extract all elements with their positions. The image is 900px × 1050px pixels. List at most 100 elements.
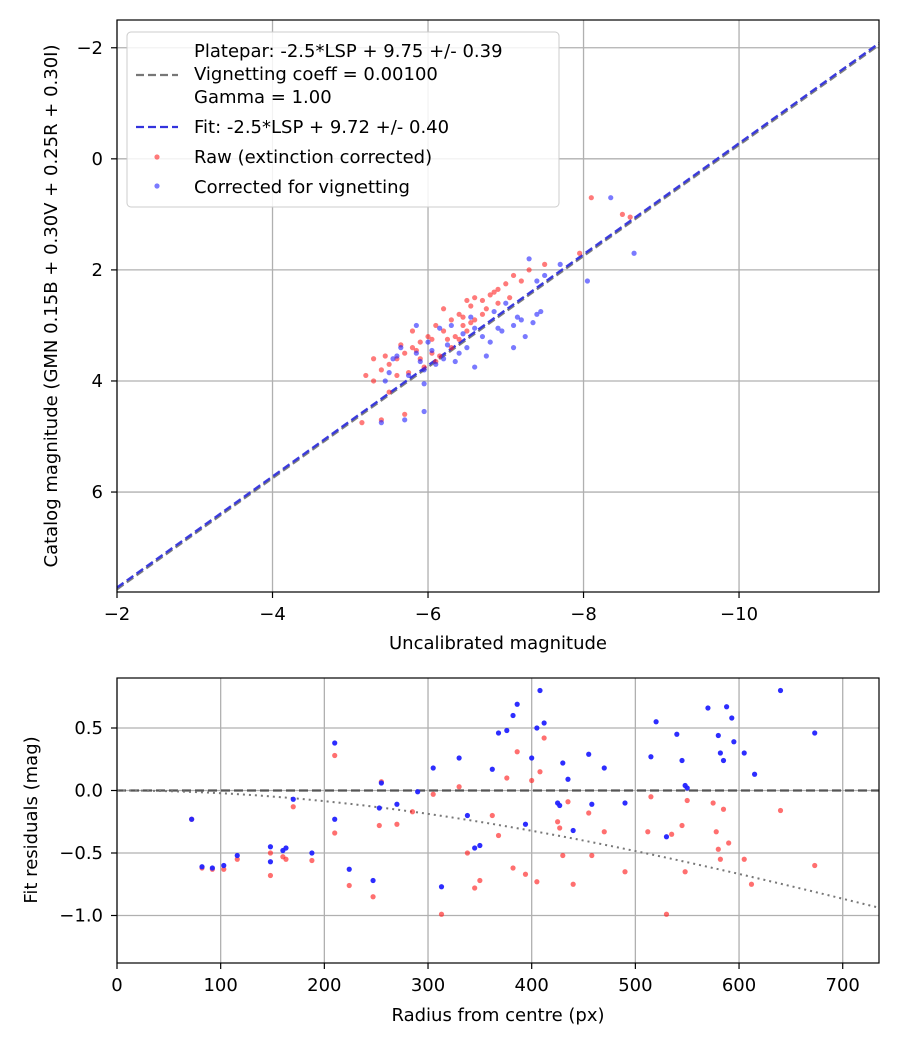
raw-point bbox=[588, 195, 594, 201]
raw-point bbox=[444, 336, 451, 342]
raw-point bbox=[409, 345, 416, 351]
raw-residual-point bbox=[283, 856, 289, 862]
corrected-point bbox=[382, 378, 388, 384]
raw-residual-point bbox=[560, 852, 566, 859]
corrected-point bbox=[394, 353, 400, 359]
corrected-residual-point bbox=[472, 845, 478, 851]
corrected-point bbox=[398, 345, 404, 351]
raw-residual-point bbox=[715, 846, 721, 852]
top-y-axis-label: Catalog magnitude (GMN 0.15B + 0.30V + 0… bbox=[41, 44, 62, 567]
corrected-point bbox=[448, 322, 454, 329]
corrected-point bbox=[510, 345, 517, 351]
raw-point bbox=[440, 328, 447, 334]
raw-point bbox=[460, 314, 466, 320]
raw-point bbox=[433, 322, 439, 329]
corrected-residual-point bbox=[209, 865, 215, 871]
corrected-residual-point bbox=[751, 771, 758, 777]
raw-residual-point bbox=[555, 819, 561, 825]
raw-point bbox=[577, 250, 583, 256]
bottom-plot-frame bbox=[116, 677, 880, 964]
corrected-residual-point bbox=[724, 704, 730, 710]
raw-residual-point bbox=[522, 871, 529, 877]
bottom-x-axis-ticks: 0 100 200 300 400 500 600 700 bbox=[111, 963, 860, 996]
corrected-residual-point bbox=[720, 757, 727, 764]
corrected-point bbox=[483, 353, 489, 359]
corrected-point bbox=[472, 364, 478, 370]
raw-point bbox=[440, 306, 447, 312]
corrected-point bbox=[456, 350, 462, 356]
corrected-point bbox=[425, 339, 431, 345]
raw-residual-point bbox=[504, 775, 510, 781]
corrected-residual-point bbox=[514, 701, 520, 707]
top-x-tick-label: −4 bbox=[259, 604, 286, 625]
raw-point bbox=[503, 281, 509, 287]
corrected-point bbox=[421, 408, 427, 415]
bottom-x-tick-label: 600 bbox=[722, 975, 756, 996]
legend-marker-corrected bbox=[154, 183, 160, 189]
raw-point bbox=[507, 295, 513, 301]
bottom-x-tick-label: 200 bbox=[307, 975, 341, 996]
corrected-residual-point bbox=[495, 730, 502, 736]
top-x-axis-label: Uncalibrated magnitude bbox=[389, 633, 607, 654]
raw-point bbox=[402, 350, 408, 356]
raw-point bbox=[495, 300, 501, 306]
legend-label-raw: Raw (extinction corrected) bbox=[194, 147, 432, 168]
raw-point bbox=[448, 345, 454, 351]
corrected-point bbox=[538, 308, 544, 315]
bottom-x-tick-label: 400 bbox=[515, 975, 549, 996]
raw-residual-point bbox=[472, 885, 478, 891]
raw-point bbox=[464, 297, 470, 304]
corrected-residual-point bbox=[537, 687, 543, 694]
raw-residual-point bbox=[663, 911, 670, 917]
top-line-fit bbox=[116, 42, 880, 589]
bottom-y-tick-label: 0.5 bbox=[74, 718, 103, 739]
top-y-tick-label: 6 bbox=[92, 482, 103, 503]
bottom-y-axis-label: Fit residuals (mag) bbox=[21, 736, 42, 903]
corrected-residual-point bbox=[570, 827, 576, 834]
corrected-residual-point bbox=[729, 715, 735, 721]
corrected-residual-point bbox=[674, 731, 680, 737]
raw-point bbox=[378, 367, 384, 373]
raw-point bbox=[472, 317, 478, 323]
corrected-residual-point bbox=[741, 750, 747, 756]
corrected-residual-point bbox=[267, 859, 274, 865]
corrected-point bbox=[440, 356, 447, 362]
corrected-point bbox=[402, 417, 408, 423]
bottom-reference-lines bbox=[116, 789, 880, 909]
corrected-residual-point bbox=[653, 719, 659, 725]
corrected-point bbox=[503, 300, 509, 306]
corrected-residual-point bbox=[221, 862, 227, 869]
top-y-tick-label: 0 bbox=[92, 149, 103, 170]
corrected-point bbox=[479, 333, 486, 340]
raw-point bbox=[464, 328, 470, 334]
corrected-point bbox=[542, 272, 548, 279]
corrected-point bbox=[631, 250, 637, 256]
corrected-point bbox=[472, 325, 478, 331]
corrected-residual-point bbox=[456, 755, 462, 761]
top-y-tick-label: −2 bbox=[76, 38, 103, 59]
corrected-residual-point bbox=[376, 805, 382, 811]
corrected-point bbox=[487, 339, 493, 345]
bottom-x-axis-label: Radius from centre (px) bbox=[391, 1005, 604, 1026]
raw-residual-point bbox=[332, 830, 338, 836]
raw-residual-point bbox=[679, 822, 685, 829]
raw-residual-point bbox=[370, 894, 376, 900]
corrected-point bbox=[421, 381, 427, 387]
bottom-vignetting-curve bbox=[116, 789, 880, 909]
raw-point bbox=[456, 336, 462, 342]
corrected-residual-point bbox=[346, 866, 352, 872]
bottom-x-tick-label: 0 bbox=[111, 975, 122, 996]
corrected-point bbox=[495, 325, 501, 331]
corrected-residual-point bbox=[370, 877, 376, 884]
raw-point bbox=[468, 303, 474, 309]
raw-point bbox=[460, 322, 466, 329]
raw-point bbox=[402, 411, 408, 417]
raw-point bbox=[468, 320, 474, 326]
corrected-point bbox=[534, 311, 540, 317]
raw-point bbox=[448, 317, 454, 323]
legend-label-gamma: Gamma = 1.00 bbox=[194, 87, 332, 108]
top-x-tick-label: −6 bbox=[415, 604, 442, 625]
corrected-point bbox=[405, 372, 412, 379]
top-plot: −2 −4 −6 −8 −10 −2 0 2 4 6 Uncalibrated magnitud… bbox=[41, 19, 880, 654]
